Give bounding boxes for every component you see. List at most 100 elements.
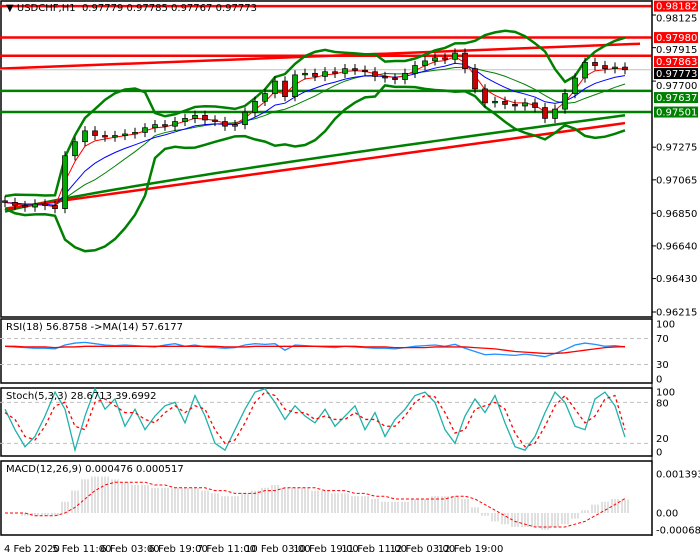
candle-body (602, 65, 608, 69)
candle-body (142, 127, 148, 133)
dropdown-triangle-icon[interactable]: ▼ (6, 3, 14, 14)
y-tick-label: 0.98125 (656, 14, 697, 25)
stoch-axis-label: 80 (656, 399, 669, 410)
price-level-label-bg (654, 92, 698, 104)
y-tick-label: 0.97275 (656, 143, 697, 154)
candle-body (232, 124, 238, 127)
bollinger-lower (4, 83, 626, 253)
candle-body (302, 72, 308, 76)
candle-body (362, 69, 368, 73)
rsi-axis-label: 0 (656, 375, 662, 386)
candle-body (382, 76, 388, 79)
price-level-label: 0.97980 (656, 33, 697, 44)
x-tick-label: 6 Feb 19:00 (149, 544, 208, 555)
candle-body (452, 52, 458, 60)
x-tick-label: 4 Feb 2020 (4, 544, 60, 555)
candle-body (472, 68, 478, 90)
rsi-axis-label: 70 (656, 334, 669, 345)
candle-body (582, 62, 588, 79)
stoch-axis-label: 0 (656, 448, 662, 459)
candle-body (62, 155, 68, 209)
x-tick-label: 6 Feb 03:00 (100, 544, 159, 555)
candle-body (272, 80, 278, 94)
open-value: 0.97779 (81, 3, 124, 14)
price-level-label-bg (654, 56, 698, 68)
macd-signal-line (5, 481, 626, 528)
candle-body (92, 130, 98, 136)
candle-body (482, 88, 488, 104)
candle-body (202, 114, 208, 121)
stoch-axis-label: 100 (656, 388, 675, 399)
candle-body (112, 135, 118, 138)
stoch-title: Stoch(5,3,3) 28.6713 39.6992 (6, 391, 157, 402)
rsi-series-line (4, 341, 626, 358)
high-value: 0.97785 (126, 3, 168, 14)
low-value: 0.97767 (171, 3, 213, 14)
slow-ma-line (4, 62, 626, 206)
candle-body (522, 102, 528, 107)
macd-axis-label: -0.000683 (656, 526, 700, 537)
candle-body (182, 118, 188, 122)
candle-body (372, 71, 378, 77)
rsi-title: RSI(18) 56.8758 ->MA(14) 57.6177 (6, 322, 183, 333)
candle-body (462, 52, 468, 69)
close-value: 0.97773 (215, 3, 257, 14)
candle-body (172, 121, 178, 127)
price-level-label: 0.98182 (656, 2, 697, 13)
candle-body (82, 130, 88, 143)
y-tick-label: 0.96640 (656, 241, 697, 252)
candle-body (352, 68, 358, 71)
price-level-label-bg (654, 68, 698, 80)
x-tick-label: 11 Feb 11:00 (341, 544, 407, 555)
candle-body (422, 60, 428, 66)
candle-body (442, 57, 448, 60)
candle-body (572, 77, 578, 94)
candle-body (242, 111, 248, 125)
x-tick-label: 5 Feb 11:00 (52, 544, 111, 555)
y-tick-label: 0.96850 (656, 209, 697, 220)
price-level-label: 0.97773 (656, 69, 697, 80)
candle-body (542, 107, 548, 119)
y-tick-label: 0.97065 (656, 175, 697, 186)
macd-axis-label: 0.001393 (656, 469, 700, 480)
candle-body (192, 114, 198, 119)
candle-body (262, 93, 268, 102)
candle-body (252, 100, 258, 113)
candle-body (612, 66, 618, 69)
pane-border-0 (0, 0, 653, 318)
x-tick-label: 12 Feb 19:00 (438, 544, 504, 555)
rsi-axis-label: 30 (656, 360, 669, 371)
candle-body (432, 57, 438, 62)
x-tick-label: 12 Feb 03:00 (390, 544, 456, 555)
candle-body (622, 66, 628, 71)
bollinger-upper (4, 29, 626, 198)
candle-body (212, 119, 218, 122)
y-tick-label: 0.97700 (656, 81, 697, 92)
y-tick-label: 0.97915 (656, 45, 697, 56)
candle-body (32, 203, 38, 208)
stoch-axis-label: 20 (656, 434, 669, 445)
candle-body (282, 80, 288, 97)
candle-body (562, 93, 568, 110)
x-tick-label: 7 Feb 11:00 (197, 544, 256, 555)
candle-body (412, 65, 418, 74)
candle-body (592, 62, 598, 66)
candle-body (42, 203, 48, 206)
candle-body (402, 72, 408, 80)
candle-body (22, 205, 28, 208)
bollinger-middle (4, 66, 626, 206)
price-level-label-bg (654, 32, 698, 44)
y-tick-label: 0.96430 (656, 274, 697, 285)
candle-body (332, 71, 338, 74)
candle-body (292, 74, 298, 97)
stoch-main-line (4, 387, 626, 453)
candle-body (552, 108, 558, 119)
price-level-label: 0.97863 (656, 57, 697, 68)
long-ma-green-line (4, 114, 626, 213)
price-level-label-bg (654, 106, 698, 118)
x-tick-label: 10 Feb 03:00 (245, 544, 311, 555)
rsi-axis-label: 100 (656, 320, 675, 331)
candle-body (102, 135, 108, 138)
macd-title: MACD(12,26,9) 0.000476 0.000517 (6, 464, 184, 475)
